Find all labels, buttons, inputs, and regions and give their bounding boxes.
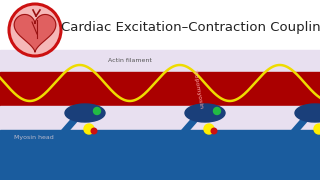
Bar (0, 130, 320, 180)
Circle shape (84, 124, 94, 134)
Ellipse shape (295, 104, 320, 122)
Text: Myosin head: Myosin head (14, 136, 54, 141)
Bar (0, 72, 320, 106)
Circle shape (91, 128, 97, 134)
Ellipse shape (65, 104, 105, 122)
Circle shape (93, 107, 100, 114)
Circle shape (211, 128, 217, 134)
Text: Cardiac Excitation–Contraction Coupling: Cardiac Excitation–Contraction Coupling (61, 21, 320, 33)
Text: Tropomyosin: Tropomyosin (192, 69, 204, 109)
Circle shape (9, 4, 61, 56)
Circle shape (204, 124, 214, 134)
Circle shape (314, 124, 320, 134)
Text: Actin filament: Actin filament (108, 58, 152, 64)
Bar (0, 106, 320, 130)
Polygon shape (14, 15, 56, 52)
Bar (0, 0, 320, 50)
Ellipse shape (185, 104, 225, 122)
Circle shape (213, 107, 220, 114)
Bar (0, 50, 320, 72)
